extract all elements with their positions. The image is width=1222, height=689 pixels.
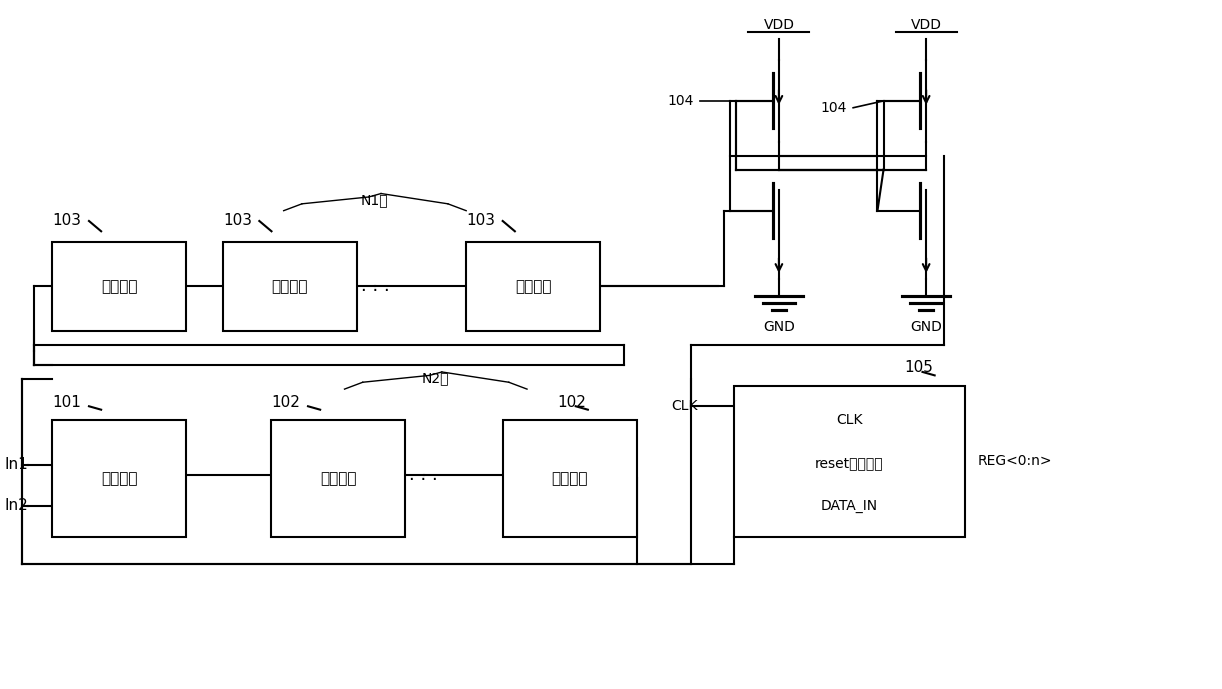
Text: CLK: CLK	[836, 413, 863, 427]
Bar	[222, 242, 357, 331]
Text: 103: 103	[53, 213, 82, 228]
Bar	[466, 242, 600, 331]
Text: VDD: VDD	[910, 19, 942, 32]
Text: N1个: N1个	[362, 193, 389, 207]
Text: 102: 102	[557, 395, 587, 410]
Text: CLK: CLK	[671, 399, 698, 413]
Text: reset计数电路: reset计数电路	[815, 456, 884, 471]
Text: 衰减单元: 衰减单元	[551, 471, 588, 486]
Bar	[502, 420, 637, 537]
Text: . . .: . . .	[360, 277, 390, 295]
Text: 105: 105	[904, 360, 934, 376]
Text: 延迟单元: 延迟单元	[101, 278, 138, 294]
Text: 101: 101	[53, 395, 82, 410]
Text: N2个: N2个	[422, 371, 450, 386]
Text: In2: In2	[4, 498, 28, 513]
Text: In1: In1	[4, 457, 28, 472]
Bar	[734, 386, 965, 537]
Text: 104: 104	[821, 101, 847, 115]
Text: 102: 102	[271, 395, 301, 410]
Text: GND: GND	[763, 320, 794, 334]
Text: 延迟单元: 延迟单元	[514, 278, 551, 294]
Text: 103: 103	[222, 213, 252, 228]
Text: 104: 104	[667, 94, 694, 108]
Text: 延迟单元: 延迟单元	[271, 278, 308, 294]
Bar	[271, 420, 406, 537]
Text: 控制电路: 控制电路	[101, 471, 138, 486]
Text: 103: 103	[466, 213, 495, 228]
Text: 衰减单元: 衰减单元	[320, 471, 357, 486]
Text: GND: GND	[910, 320, 942, 334]
Text: DATA_IN: DATA_IN	[821, 500, 879, 513]
Bar	[53, 420, 186, 537]
Bar	[53, 242, 186, 331]
Text: . . .: . . .	[409, 466, 437, 484]
Text: REG<0:n>: REG<0:n>	[978, 454, 1052, 468]
Text: VDD: VDD	[764, 19, 794, 32]
